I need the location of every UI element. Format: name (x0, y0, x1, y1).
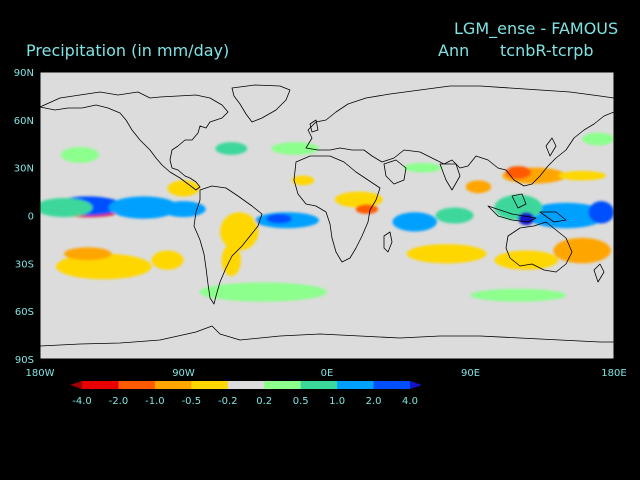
plot-season-label: Ann (438, 41, 469, 60)
colorbar (70, 381, 422, 389)
latitude-tick-labels: 90N 60N 30N 0 30S 60S 90S (14, 68, 34, 366)
field-patch (220, 212, 259, 251)
plot-title-left: Precipitation (in mm/day) (26, 41, 229, 60)
field-patch (199, 282, 327, 302)
field-patch (435, 207, 474, 224)
field-patch (334, 191, 383, 208)
lon-tick-label: 0E (321, 368, 334, 379)
map-panel (39, 71, 615, 360)
map-frame (39, 71, 615, 360)
longitude-tick-labels: 180W 90W 0E 90E 180E (26, 368, 627, 379)
field-patch (167, 180, 200, 197)
lat-tick-label: 0 (28, 212, 34, 223)
colorbar-segment (227, 381, 265, 389)
lat-tick-label: 60N (14, 116, 34, 127)
lat-tick-label: 30N (14, 164, 34, 175)
lat-tick-label: 30S (15, 259, 34, 270)
lon-tick-label: 180W (26, 368, 55, 379)
colorbar-segment (264, 381, 302, 389)
precip-anomaly-field (40, 132, 614, 302)
coastline-british-isles (309, 119, 319, 133)
colorbar-label: -0.2 (218, 396, 238, 407)
colorbar-segment (118, 381, 156, 389)
coastline-antarctica (40, 325, 614, 347)
colorbar-segment (191, 381, 229, 389)
field-patch (266, 213, 292, 224)
colorbar-label: -4.0 (72, 396, 92, 407)
colorbar-label: -2.0 (109, 396, 129, 407)
coastline-south-america (193, 185, 263, 305)
lon-tick-label: 90E (461, 368, 480, 379)
colorbar-label: 1.0 (329, 396, 345, 407)
colorbar-segment (154, 381, 192, 389)
colorbar-label: 0.2 (256, 396, 272, 407)
coastline-india (439, 163, 461, 191)
coastline-arabia (383, 159, 407, 185)
field-patch (55, 253, 152, 280)
colorbar-segment (82, 381, 119, 389)
field-patch (40, 197, 93, 218)
field-patch (406, 244, 487, 264)
plot-title-right-top: LGM_ense - FAMOUS (454, 19, 618, 39)
coastline-borneo (511, 193, 527, 209)
plot-diff-label: tcnbR-tcrpb (500, 41, 594, 60)
coastline-indonesia (487, 205, 537, 223)
colorbar-label: 0.5 (293, 396, 309, 407)
lat-tick-label: 90N (14, 68, 34, 79)
field-patch (271, 142, 320, 155)
coastline-japan (545, 137, 557, 157)
field-patch (392, 212, 438, 232)
colorbar-segment (70, 381, 82, 389)
field-patch (553, 237, 611, 264)
field-patch (470, 288, 567, 302)
colorbar-segment (410, 381, 422, 389)
lat-tick-label: 60S (15, 307, 34, 318)
colorbar-segment (300, 381, 338, 389)
coastline-madagascar (383, 231, 393, 253)
field-patch (558, 170, 607, 181)
lat-tick-label: 90S (15, 355, 34, 366)
colorbar-label: -0.5 (182, 396, 202, 407)
coastline-greenland (231, 84, 291, 123)
field-patch (108, 196, 179, 219)
coastline-africa (293, 155, 381, 263)
coastline-australia (505, 221, 573, 273)
field-patch (215, 142, 248, 155)
field-patch (161, 201, 206, 218)
colorbar-segment (337, 381, 375, 389)
field-patch (582, 132, 614, 146)
field-patch (588, 201, 614, 224)
field-patch (60, 146, 99, 163)
coastlines (40, 84, 614, 347)
lon-tick-label: 90W (172, 368, 195, 379)
colorbar-label: -1.0 (145, 396, 165, 407)
colorbar-label: 2.0 (366, 396, 382, 407)
field-patch (518, 212, 535, 226)
field-patch (505, 166, 532, 179)
field-patch (63, 247, 112, 261)
field-patch (151, 250, 184, 270)
lon-tick-label: 180E (601, 368, 626, 379)
coastline-north-america (40, 91, 229, 191)
field-patch (355, 204, 379, 214)
colorbar-segment (373, 381, 411, 389)
coastline-new-guinea (539, 211, 567, 223)
colorbar-labels: -4.0 -2.0 -1.0 -0.5 -0.2 0.2 0.5 1.0 2.0 4.0 (72, 396, 418, 407)
colorbar-label: 4.0 (402, 396, 418, 407)
field-patch (291, 175, 315, 186)
field-patch (403, 162, 442, 173)
field-patch (494, 250, 559, 270)
coastline-new-zealand (593, 263, 605, 283)
field-patch (465, 180, 492, 194)
coastline-eurasia (305, 85, 614, 187)
